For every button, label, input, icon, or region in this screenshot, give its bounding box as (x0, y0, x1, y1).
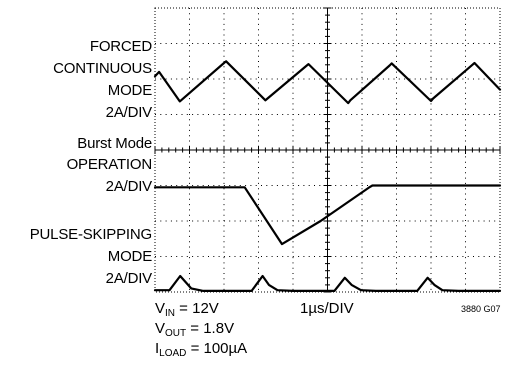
scope-traces (153, 60, 502, 292)
figure-id: 3880 G07 (461, 304, 501, 314)
forced-line-2: CONTINUOUS (53, 60, 152, 77)
skip-line-2: MODE (107, 248, 152, 265)
condition-vin: VIN = 12V (155, 300, 219, 319)
time-scale-label: 1µs/DIV (300, 300, 354, 317)
pulse-skipping-label: PULSE-SKIPPING MODE 2A/DIV (30, 226, 152, 287)
skip-line-1: PULSE-SKIPPING (29, 226, 152, 243)
trace-pulse-skipping (153, 274, 502, 292)
forced-line-1: FORCED (89, 38, 152, 55)
burst-scale: 2A/DIV (105, 178, 153, 195)
skip-scale: 2A/DIV (105, 270, 153, 287)
burst-line-2: OPERATION (66, 156, 153, 173)
forced-line-3: MODE (107, 82, 152, 99)
condition-iload: ILOAD = 100µA (155, 340, 248, 359)
scope-grid (154, 7, 501, 293)
forced-scale: 2A/DIV (105, 104, 153, 121)
forced-continuous-label: FORCED CONTINUOUS MODE 2A/DIV (53, 38, 152, 121)
burst-line-1: Burst Mode (77, 135, 152, 152)
trace-burst-mode (153, 184, 502, 246)
burst-mode-label: Burst Mode OPERATION 2A/DIV (66, 135, 153, 195)
condition-vout: VOUT = 1.8V (155, 320, 235, 339)
trace-forced-continuous (153, 60, 502, 105)
